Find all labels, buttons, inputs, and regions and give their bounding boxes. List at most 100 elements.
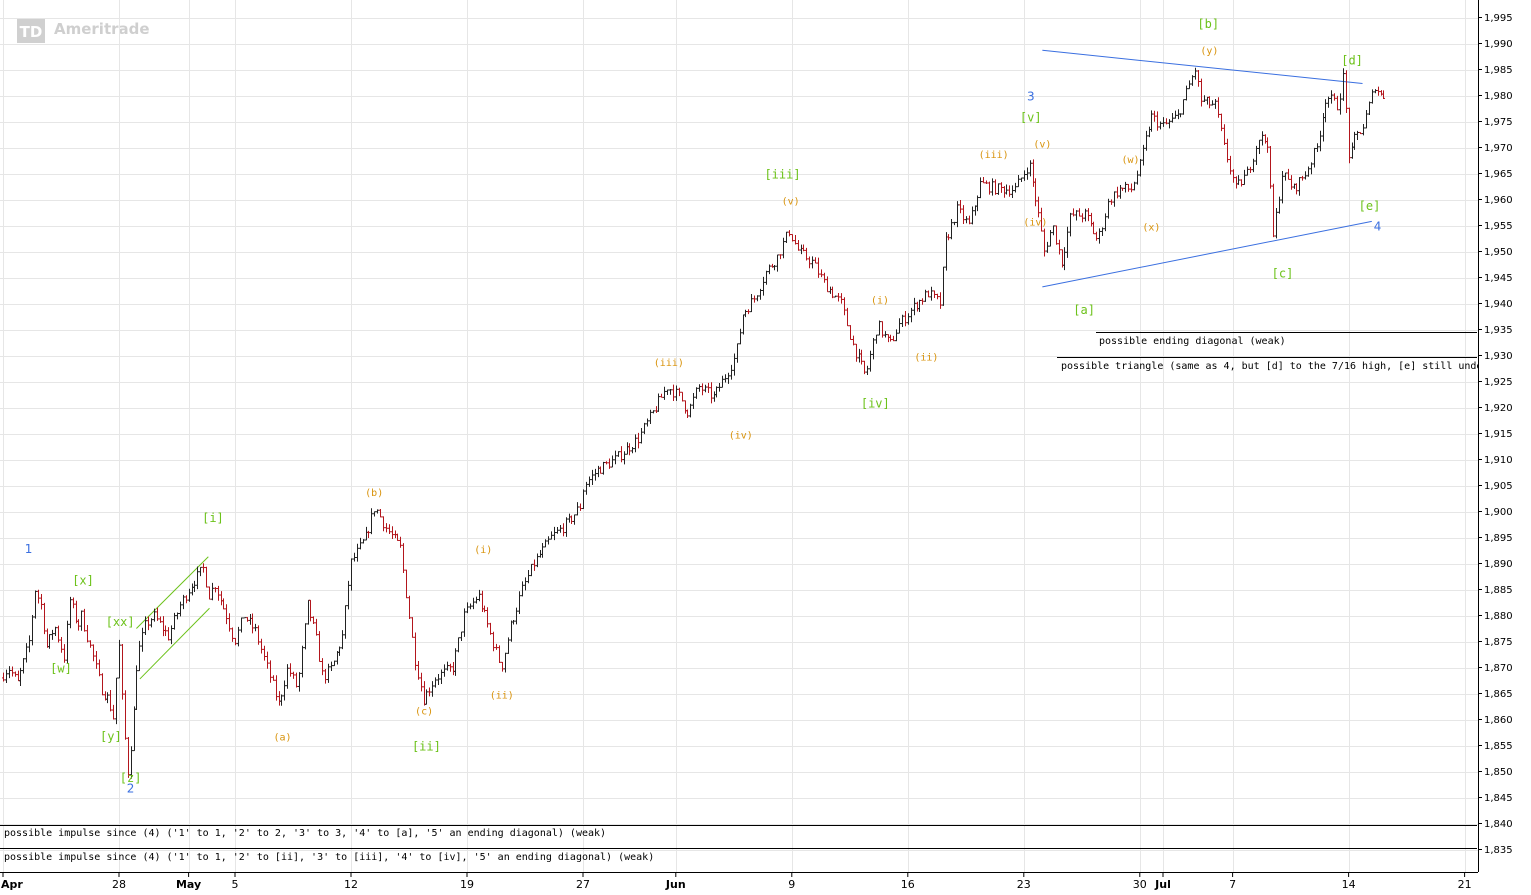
y-tick-label: 1,960 — [1484, 195, 1513, 206]
scenario-note-2: possible impulse since (4) ('1' to 1, '2… — [4, 852, 654, 863]
wave-label: [x] — [72, 573, 94, 587]
trendlines — [136, 49, 1372, 680]
scenario-notes: possible impulse since (4) ('1' to 1, '2… — [4, 336, 1513, 863]
wave-label: [c] — [1272, 267, 1294, 281]
y-tick-label: 1,850 — [1484, 767, 1513, 778]
y-tick-label: 1,910 — [1484, 455, 1513, 466]
wave-label: [a] — [1073, 303, 1095, 317]
y-tick-label: 1,905 — [1484, 481, 1513, 492]
y-axis-ticks: 1,835 1,840 1,845 1,850 1,855 1,860 1,865 1,870… — [1478, 13, 1513, 856]
y-tick-label: 1,985 — [1484, 65, 1513, 76]
wave-label: (y) — [1200, 46, 1218, 57]
y-tick-label: 1,945 — [1484, 273, 1513, 284]
x-tick-label: 12 — [344, 878, 358, 891]
wave-label: 2 — [127, 781, 135, 795]
y-tick-label: 1,845 — [1484, 793, 1513, 804]
y-tick-label: 1,955 — [1484, 221, 1513, 232]
wave-labels: 1 2 3 4 [x] [w] [xx] [y] [z] [i] [ii] [iii] [iv] [v] [… — [25, 17, 1382, 795]
trendline — [139, 607, 210, 680]
y-tick-label: 1,890 — [1484, 559, 1513, 570]
wave-label: [xx] — [106, 615, 135, 629]
wave-label: (b) — [365, 488, 383, 499]
wave-label: 4 — [1374, 220, 1382, 234]
wave-label: (ii) — [490, 691, 514, 702]
watermark: TD Ameritrade — [17, 18, 150, 43]
wave-label: (iii) — [654, 358, 684, 369]
x-tick-label: Jun — [665, 878, 686, 891]
y-tick-label: 1,950 — [1484, 247, 1513, 258]
y-tick-label: 1,975 — [1484, 117, 1513, 128]
watermark-brand: Ameritrade — [54, 20, 150, 38]
wave-label: (a) — [274, 732, 292, 743]
x-tick-label: 14 — [1342, 878, 1356, 891]
y-tick-label: 1,930 — [1484, 351, 1513, 362]
wave-label: 3 — [1027, 90, 1035, 104]
gridlines — [0, 0, 1478, 872]
y-tick-label: 1,900 — [1484, 507, 1513, 518]
y-tick-label: 1,870 — [1484, 663, 1513, 674]
y-tick-label: 1,920 — [1484, 403, 1513, 414]
x-tick-label: 16 — [901, 878, 915, 891]
wave-label: (c) — [415, 706, 433, 717]
y-tick-label: 1,860 — [1484, 715, 1513, 726]
x-tick-label: 28 — [112, 878, 126, 891]
wave-label: [i] — [202, 511, 224, 525]
scenario-note-lines — [0, 332, 1477, 849]
wave-label: [z] — [120, 771, 142, 785]
wave-label: [e] — [1359, 199, 1381, 213]
watermark-logo: TD — [20, 23, 43, 41]
y-tick-label: 1,940 — [1484, 299, 1513, 310]
wave-label: [v] — [1020, 111, 1042, 125]
x-tick-label: May — [176, 878, 201, 891]
wave-label: [y] — [100, 729, 122, 743]
x-tick-label: Apr — [1, 878, 23, 891]
x-tick-label: 27 — [576, 878, 590, 891]
x-tick-label: Jul — [1154, 878, 1171, 891]
wave-label: (iv) — [1023, 218, 1047, 229]
wave-label: (iii) — [979, 150, 1009, 161]
y-tick-label: 1,895 — [1484, 533, 1513, 544]
x-tick-label: 23 — [1017, 878, 1031, 891]
scenario-note-1: possible impulse since (4) ('1' to 1, '2… — [4, 828, 606, 839]
wave-label: (i) — [474, 545, 492, 556]
x-axis-ticks: Apr 28 May 5 12 19 27 Jun 9 16 23 30 Jul 7 14 21 — [1, 872, 1472, 891]
scenario-note-3: possible ending diagonal (weak) — [1099, 336, 1286, 347]
trendline — [136, 556, 209, 629]
y-tick-label: 1,980 — [1484, 91, 1513, 102]
y-tick-label: 1,875 — [1484, 637, 1513, 648]
wave-label: (ii) — [914, 353, 938, 364]
y-axis-panel — [1478, 0, 1531, 895]
wave-label: (i) — [871, 296, 889, 307]
wave-label: [d] — [1341, 53, 1363, 67]
y-tick-label: 1,970 — [1484, 143, 1513, 154]
wave-label: (v) — [782, 197, 800, 208]
wave-label: (v) — [1033, 140, 1051, 151]
x-tick-label: 9 — [788, 878, 795, 891]
y-tick-label: 1,840 — [1484, 819, 1513, 830]
x-tick-label: 7 — [1229, 878, 1236, 891]
trendline — [1042, 220, 1372, 288]
x-tick-label: 19 — [460, 878, 474, 891]
x-tick-label: 21 — [1458, 878, 1472, 891]
x-tick-label: 5 — [232, 878, 239, 891]
y-tick-label: 1,865 — [1484, 689, 1513, 700]
wave-label: (iv) — [729, 431, 753, 442]
y-tick-label: 1,965 — [1484, 169, 1513, 180]
wave-label: (w) — [1121, 155, 1139, 166]
wave-label: [b] — [1197, 17, 1219, 31]
x-tick-label: 30 — [1133, 878, 1147, 891]
wave-label: [ii] — [412, 740, 441, 754]
watermark-logo-box — [17, 18, 45, 43]
wave-label: [w] — [50, 662, 72, 676]
trendline — [1042, 49, 1363, 85]
y-tick-label: 1,855 — [1484, 741, 1513, 752]
y-tick-label: 1,880 — [1484, 611, 1513, 622]
wave-label: [iv] — [861, 397, 890, 411]
y-tick-label: 1,885 — [1484, 585, 1513, 596]
wave-label: 1 — [25, 542, 33, 556]
y-tick-label: 1,935 — [1484, 325, 1513, 336]
